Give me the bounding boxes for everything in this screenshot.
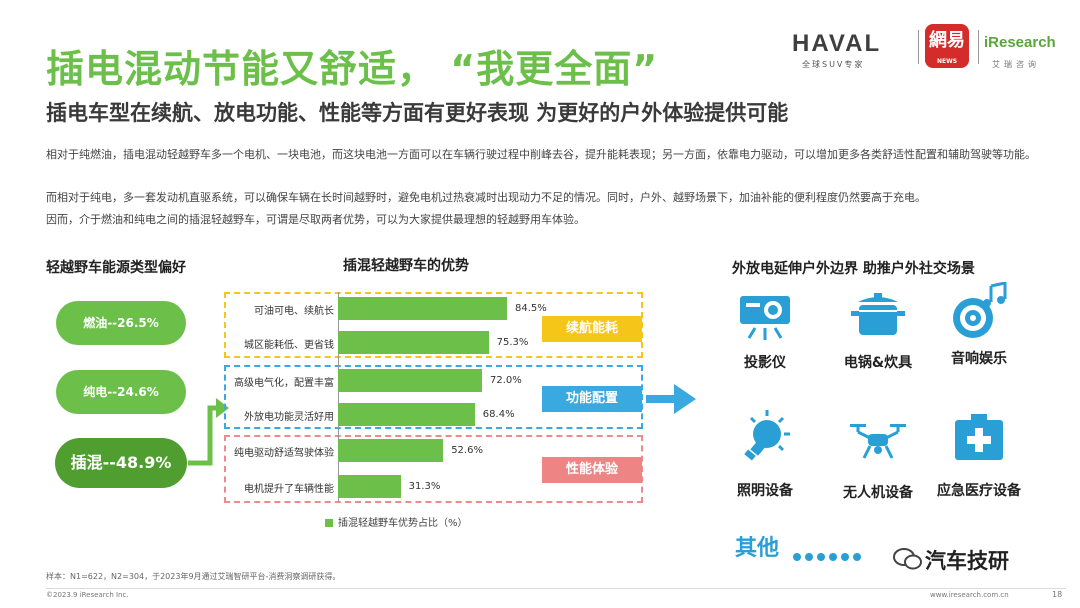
haval-logo: HAVAL: [792, 30, 882, 57]
haval-tagline: 全球SUV专家: [802, 60, 865, 69]
feature-label: 音响娱乐: [951, 351, 1007, 367]
legend-swatch: [325, 519, 333, 527]
chart-title: 插混轻越野车的优势: [343, 258, 469, 274]
group-box-features: [224, 365, 643, 429]
bar: [338, 403, 475, 426]
page-number: 18: [1052, 590, 1063, 599]
feature-label: 投影仪: [744, 355, 786, 371]
paragraph-1: 相对于纯燃油，插电混动轻越野车多一个电机、一块电池，而这块电池一方面可以在车辆行…: [46, 148, 1036, 161]
feature-label: 应急医疗设备: [937, 483, 1021, 499]
feature-audio: 音响娱乐: [929, 282, 1029, 368]
dot: [853, 553, 861, 561]
wechat-watermark: 汽车技研: [925, 549, 1009, 573]
others-label: 其他: [735, 536, 780, 561]
bar: [338, 439, 444, 462]
bar-value-label: 68.4%: [482, 409, 515, 420]
chart-axis: [338, 292, 339, 502]
phev-connector-arrow: [188, 398, 229, 466]
lightbulb-icon: [744, 410, 790, 461]
bar-category-label: 纯电驱动舒适驾驶体验: [234, 448, 334, 459]
wechat-icon: [893, 548, 922, 570]
logo-group: HAVAL 全球SUV专家 網易 NEWS iResearch 艾瑞咨询: [792, 22, 1072, 76]
energy-preference-heading: 轻越野车能源类型偏好: [46, 260, 186, 276]
netease-logo-text: 網易: [929, 30, 965, 51]
bar-value-label: 52.6%: [451, 445, 483, 456]
cooking-pot-icon: [851, 293, 905, 335]
big-arrow-right: [646, 384, 696, 414]
bar-value-label: 31.3%: [408, 481, 441, 492]
dot: [817, 553, 825, 561]
bar-category-label: 高级电气化，配置丰富: [234, 378, 334, 389]
energy-pill-ev: 纯电--24.6%: [56, 370, 186, 414]
page-title: 插电混动节能又舒适， “我更全面”: [46, 47, 659, 91]
group-box-performance: [224, 435, 643, 503]
logo-divider: [978, 30, 979, 64]
feature-label: 照明设备: [737, 483, 793, 499]
bar-category-label: 外放电功能灵活好用: [244, 412, 334, 423]
feature-label: 无人机设备: [843, 485, 913, 501]
source-footnote: 样本：N1=622，N2=304，于2023年9月通过艾瑞智研平台-消费洞察调研…: [46, 572, 341, 581]
bar: [338, 331, 489, 354]
bar-category-label: 可油可电、续航长: [254, 306, 334, 317]
energy-pill-phev: 插混--48.9%: [55, 438, 187, 488]
netease-logo: 網易 NEWS: [925, 24, 969, 68]
logo-divider: [918, 30, 919, 64]
feature-label: 电锅&炊具: [843, 355, 913, 371]
copyright: ©2023.9 iResearch Inc.: [46, 591, 129, 599]
bar-category-label: 电机提升了车辆性能: [244, 484, 334, 495]
features-heading: 外放电延伸户外边界 助推户外社交场景: [732, 261, 975, 277]
dot: [841, 553, 849, 561]
dot: [793, 553, 801, 561]
page-subtitle: 插电车型在续航、放电功能、性能等方面有更好表现 为更好的户外体验提供可能: [46, 101, 789, 125]
chart-legend: 插混轻越野车优势占比（%）: [325, 514, 468, 529]
ellipsis-dots: [793, 546, 865, 565]
bar-value-label: 72.0%: [490, 375, 522, 386]
medical-kit-icon: [955, 414, 1003, 460]
projector-icon: [740, 296, 790, 340]
dot: [829, 553, 837, 561]
website: www.iresearch.com.cn: [930, 591, 1009, 599]
paragraph-3: 因而，介于燃油和纯电之间的插混轻越野车，可谓是尽取两者优势，可以为大家提供最理想…: [46, 213, 585, 226]
iresearch-tagline: 艾瑞咨询: [992, 60, 1040, 69]
feature-lighting: 照明设备: [715, 408, 815, 500]
feature-cooking: 电锅&炊具: [828, 288, 928, 372]
iresearch-logo: iResearch: [984, 34, 1056, 51]
dot: [805, 553, 813, 561]
energy-pill-fuel: 燃油--26.5%: [56, 301, 186, 345]
footer-divider: [46, 588, 1066, 589]
feature-projector: 投影仪: [715, 288, 815, 372]
group-tag-performance: 性能体验: [542, 457, 642, 483]
feature-medical: 应急医疗设备: [929, 412, 1029, 500]
bar-category-label: 城区能耗低、更省钱: [244, 340, 334, 351]
drone-icon: [850, 424, 906, 459]
paragraph-2: 而相对于纯电，多一套发动机直驱系统，可以确保车辆在长时间越野时，避免电机过热衰减…: [46, 191, 926, 204]
group-tag-features: 功能配置: [542, 386, 642, 412]
legend-label: 插混轻越野车优势占比（%）: [338, 518, 468, 529]
bar-value-label: 75.3%: [496, 337, 529, 348]
speaker-music-icon: [953, 282, 1007, 338]
bar-value-label: 84.5%: [515, 303, 547, 314]
netease-logo-sub: NEWS: [936, 58, 958, 65]
bar: [338, 297, 507, 320]
bar: [338, 369, 482, 392]
feature-drone: 无人机设备: [828, 418, 928, 502]
bar: [338, 475, 401, 498]
group-box-range: [224, 292, 643, 358]
group-tag-range: 续航能耗: [542, 316, 642, 342]
